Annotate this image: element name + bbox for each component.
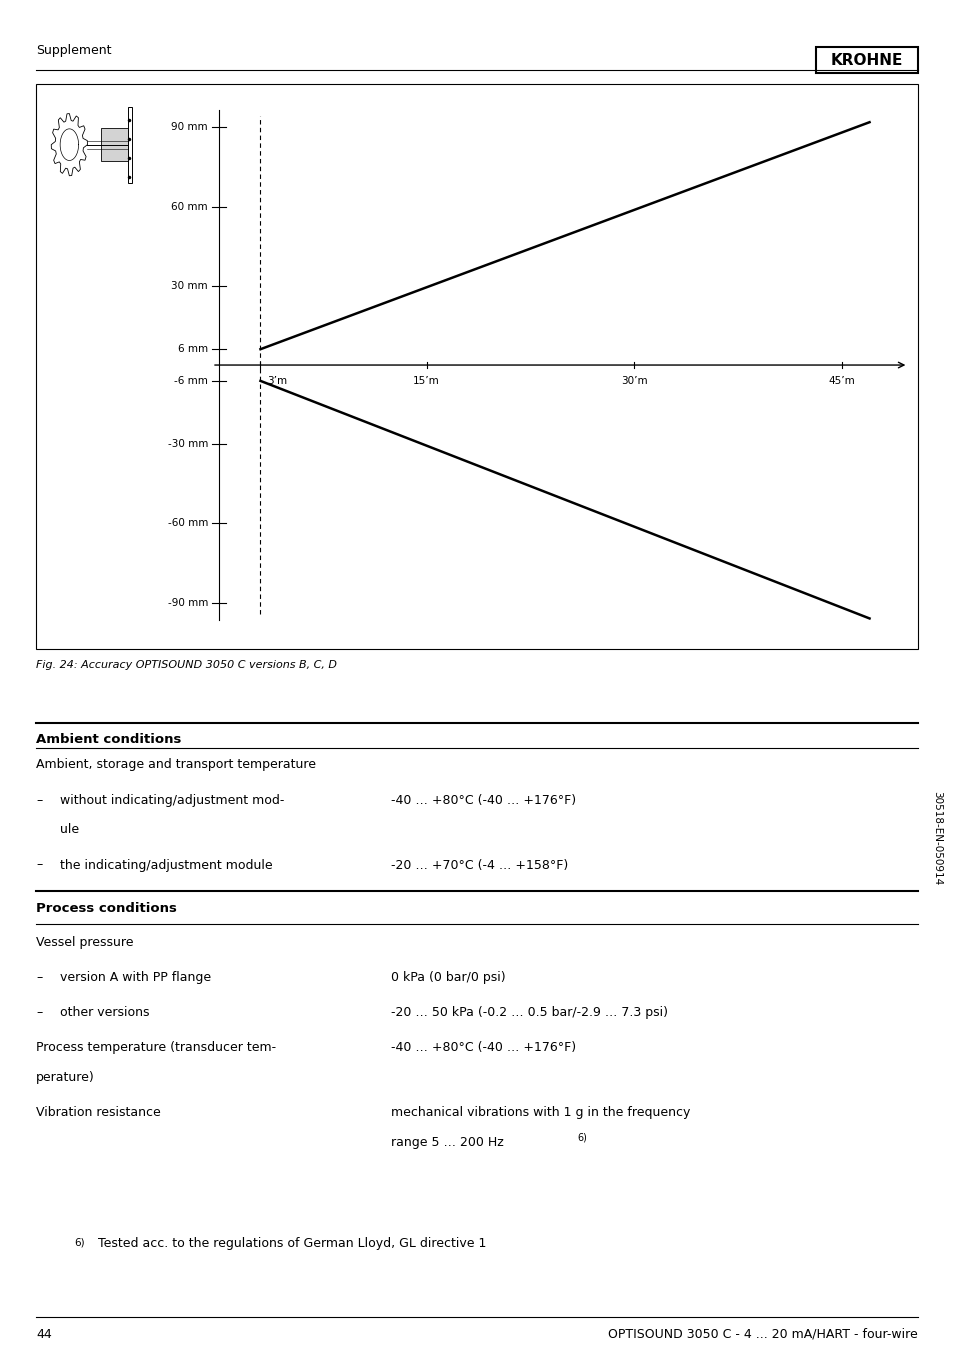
Text: –: – bbox=[36, 1006, 43, 1019]
Text: -20 … 50 kPa (-0.2 … 0.5 bar/-2.9 … 7.3 psi): -20 … 50 kPa (-0.2 … 0.5 bar/-2.9 … 7.3 … bbox=[391, 1006, 667, 1019]
Text: 6): 6) bbox=[74, 1237, 85, 1247]
Text: other versions: other versions bbox=[60, 1006, 150, 1019]
Text: –: – bbox=[36, 859, 43, 872]
FancyBboxPatch shape bbox=[815, 47, 917, 73]
Text: range 5 … 200 Hz: range 5 … 200 Hz bbox=[391, 1136, 507, 1149]
Text: perature): perature) bbox=[36, 1071, 95, 1084]
Text: 6 mm: 6 mm bbox=[177, 345, 208, 354]
Text: -40 … +80°C (-40 … +176°F): -40 … +80°C (-40 … +176°F) bbox=[391, 794, 576, 807]
Text: the indicating/adjustment module: the indicating/adjustment module bbox=[60, 859, 273, 872]
Text: 44: 44 bbox=[36, 1328, 52, 1341]
Text: Process temperature (transducer tem-: Process temperature (transducer tem- bbox=[36, 1041, 276, 1055]
Polygon shape bbox=[51, 114, 88, 176]
Text: -60 mm: -60 mm bbox=[168, 518, 208, 529]
Text: -30 mm: -30 mm bbox=[168, 439, 208, 449]
Text: 6): 6) bbox=[577, 1132, 586, 1142]
FancyBboxPatch shape bbox=[36, 84, 917, 649]
Text: 45’m: 45’m bbox=[827, 376, 854, 385]
Text: version A with PP flange: version A with PP flange bbox=[60, 971, 211, 984]
Text: 60 mm: 60 mm bbox=[172, 201, 208, 212]
Text: Ambient, storage and transport temperature: Ambient, storage and transport temperatu… bbox=[36, 758, 316, 772]
Text: without indicating/adjustment mod-: without indicating/adjustment mod- bbox=[60, 794, 284, 807]
Text: Fig. 24: Accuracy OPTISOUND 3050 C versions B, C, D: Fig. 24: Accuracy OPTISOUND 3050 C versi… bbox=[36, 660, 337, 669]
Text: -6 mm: -6 mm bbox=[173, 376, 208, 385]
Text: Vessel pressure: Vessel pressure bbox=[36, 936, 133, 949]
Text: –: – bbox=[36, 971, 43, 984]
Text: Supplement: Supplement bbox=[36, 45, 112, 57]
Text: ule: ule bbox=[60, 823, 79, 837]
Text: OPTISOUND 3050 C - 4 ... 20 mA/HART - four-wire: OPTISOUND 3050 C - 4 ... 20 mA/HART - fo… bbox=[607, 1328, 917, 1341]
Text: 30518-EN-050914: 30518-EN-050914 bbox=[931, 791, 941, 886]
Text: –: – bbox=[36, 794, 43, 807]
Text: Tested acc. to the regulations of German Lloyd, GL directive 1: Tested acc. to the regulations of German… bbox=[98, 1237, 486, 1251]
Text: Ambient conditions: Ambient conditions bbox=[36, 733, 181, 746]
Text: 3’m: 3’m bbox=[267, 376, 287, 385]
Text: 0 kPa (0 bar/0 psi): 0 kPa (0 bar/0 psi) bbox=[391, 971, 505, 984]
Text: 15’m: 15’m bbox=[413, 376, 439, 385]
Text: -40 … +80°C (-40 … +176°F): -40 … +80°C (-40 … +176°F) bbox=[391, 1041, 576, 1055]
Text: 30 mm: 30 mm bbox=[172, 281, 208, 291]
Text: mechanical vibrations with 1 g in the frequency: mechanical vibrations with 1 g in the fr… bbox=[391, 1106, 690, 1119]
Text: -20 … +70°C (-4 … +158°F): -20 … +70°C (-4 … +158°F) bbox=[391, 859, 568, 872]
Bar bbox=[128, 107, 132, 183]
Text: 90 mm: 90 mm bbox=[172, 123, 208, 132]
Text: 30’m: 30’m bbox=[620, 376, 647, 385]
Text: -90 mm: -90 mm bbox=[168, 598, 208, 607]
Bar bbox=[101, 128, 128, 161]
Text: Vibration resistance: Vibration resistance bbox=[36, 1106, 161, 1119]
Text: KROHNE: KROHNE bbox=[830, 53, 902, 68]
Text: Process conditions: Process conditions bbox=[36, 902, 177, 915]
